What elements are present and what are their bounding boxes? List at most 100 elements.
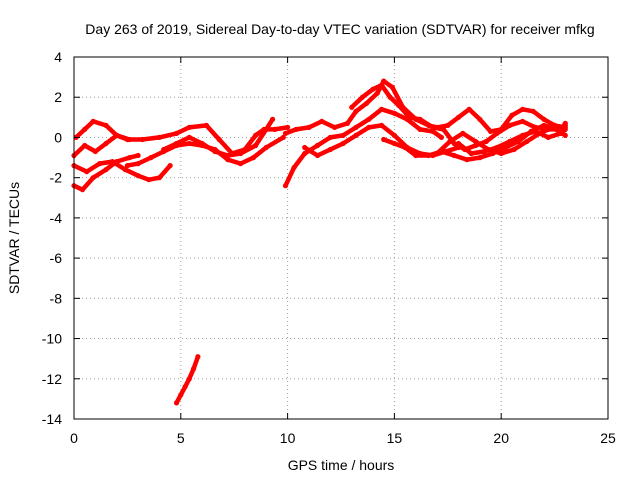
data-point	[379, 82, 385, 88]
data-point	[122, 167, 128, 173]
plot-frame	[73, 56, 609, 420]
y-axis-label: SDTVAR / TECUs	[6, 182, 22, 294]
data-point	[92, 148, 98, 155]
data-point	[314, 152, 321, 159]
data-point	[447, 138, 453, 145]
series-arc-14	[173, 354, 201, 406]
data-point	[455, 114, 462, 120]
y-tick-label: -2	[50, 170, 63, 186]
data-point	[364, 100, 370, 106]
grid	[74, 57, 608, 419]
data-point	[366, 116, 372, 122]
data-point	[353, 124, 359, 130]
data-point	[126, 155, 133, 161]
data-point	[483, 138, 489, 145]
data-point	[379, 106, 385, 112]
x-axis-label: GPS time / hours	[288, 457, 395, 473]
data-point	[327, 146, 333, 153]
data-point	[103, 140, 109, 147]
data-point	[332, 124, 338, 130]
y-tick-label: -4	[50, 210, 63, 226]
data-point	[178, 392, 184, 398]
data-point	[389, 84, 395, 90]
data-point	[79, 187, 86, 193]
data-point	[135, 173, 141, 179]
series-arc-13	[455, 126, 568, 157]
y-tick-label: -10	[42, 331, 62, 347]
data-point	[282, 130, 289, 136]
data-point	[191, 366, 197, 372]
data-point	[545, 134, 551, 140]
data-point	[173, 140, 180, 147]
data-point	[374, 90, 380, 96]
series-arc-3	[71, 122, 291, 159]
data-point	[440, 126, 447, 132]
data-point	[562, 122, 568, 128]
data-point	[426, 152, 432, 159]
data-point	[302, 144, 308, 151]
data-point	[541, 122, 547, 128]
data-point	[379, 122, 385, 128]
data-point	[391, 132, 397, 138]
series-arc-1	[71, 152, 141, 193]
data-point	[460, 130, 466, 136]
data-point	[139, 136, 145, 143]
data-point	[90, 118, 96, 124]
data-point	[302, 150, 308, 157]
data-point	[285, 124, 291, 130]
data-point	[396, 102, 402, 108]
data-point	[306, 124, 312, 130]
data-point	[250, 155, 256, 161]
data-point	[263, 144, 269, 151]
data-point	[477, 155, 483, 161]
data-point	[417, 126, 423, 132]
data-point	[314, 142, 321, 149]
data-point	[216, 136, 222, 143]
data-point	[124, 136, 130, 143]
data-point	[156, 175, 162, 181]
data-point	[381, 136, 387, 143]
x-tick-label: 20	[493, 430, 509, 446]
data-point	[238, 161, 244, 167]
data-point	[148, 155, 154, 161]
data-point	[103, 122, 109, 128]
data-point	[280, 134, 286, 140]
data-point	[114, 132, 120, 138]
data-point	[173, 130, 180, 136]
data-point	[511, 146, 517, 153]
data-point	[562, 132, 568, 138]
data-point	[212, 148, 218, 155]
data-point	[430, 128, 436, 134]
data-point	[391, 140, 397, 147]
data-point	[451, 152, 457, 159]
data-point	[225, 152, 231, 159]
y-tick-label: 4	[54, 49, 62, 65]
data-point	[481, 148, 487, 155]
series-arc-10	[349, 82, 568, 153]
x-tick-label: 15	[387, 430, 403, 446]
x-tick-label: 10	[280, 430, 296, 446]
data-point	[103, 167, 109, 173]
data-point	[340, 140, 346, 147]
data-point	[186, 124, 192, 130]
data-point	[541, 116, 547, 122]
data-point	[135, 161, 141, 167]
data-point	[186, 134, 192, 140]
data-point	[182, 384, 188, 390]
data-point	[434, 150, 440, 157]
data-point	[530, 108, 536, 114]
series-arc-4	[73, 118, 130, 143]
data-point	[387, 94, 393, 100]
data-point	[344, 120, 350, 126]
data-point	[507, 122, 513, 128]
data-point	[438, 134, 444, 140]
x-tick-label: 5	[177, 430, 185, 446]
data-point	[402, 144, 408, 151]
data-point	[464, 157, 470, 163]
data-point	[366, 124, 372, 130]
data-point	[520, 118, 526, 124]
data-point	[381, 78, 387, 84]
x-tick-label: 0	[70, 430, 78, 446]
data-point	[282, 183, 289, 189]
